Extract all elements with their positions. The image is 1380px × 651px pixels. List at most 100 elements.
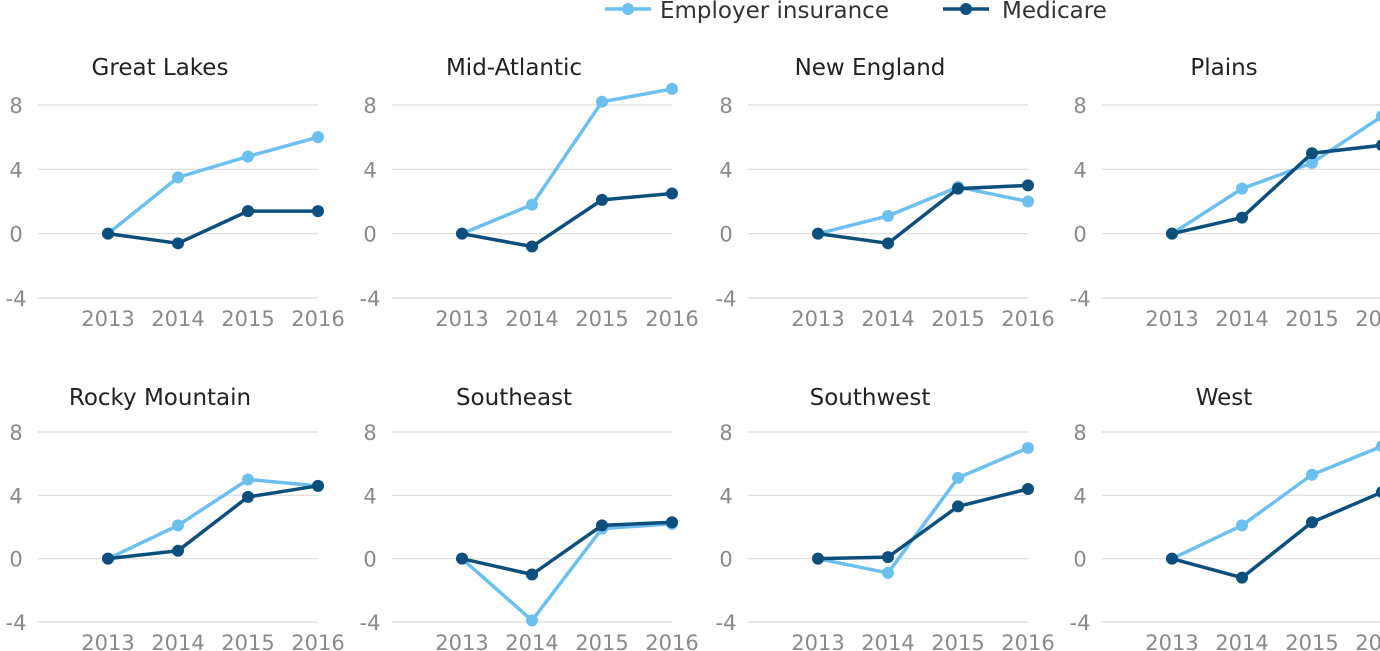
y-tick-label: 0 [1073, 223, 1086, 247]
series-line [460, 520, 674, 577]
data-point [312, 131, 324, 144]
x-tick-label: 2016 [1355, 307, 1380, 331]
series-employer-insurance [102, 131, 324, 240]
x-tick-label: 2015 [931, 307, 984, 331]
series-line [816, 185, 1030, 236]
panel-title: Plains [1190, 55, 1257, 81]
y-tick-label: 0 [363, 548, 376, 572]
data-point [456, 227, 468, 240]
x-tick-label: 2013 [81, 307, 134, 331]
series-line [1170, 143, 1380, 236]
data-point [1022, 195, 1034, 208]
series-line [106, 209, 320, 246]
panel-plains: Plains -4 0 4 8 2013 2014 2015 2016 [1070, 55, 1380, 331]
x-tick-label: 2013 [791, 307, 844, 331]
data-point [812, 227, 824, 240]
series-line [460, 522, 674, 623]
x-tick-label: 2015 [221, 307, 274, 331]
data-point [1306, 147, 1318, 160]
x-tick-label: 2015 [575, 631, 628, 651]
series-medicare [456, 516, 678, 581]
x-tick-label: 2013 [81, 631, 134, 651]
panel-mid-atlantic: Mid-Atlantic -4 0 4 8 2013 2014 2015 2016 [360, 55, 699, 331]
data-point [1306, 156, 1318, 169]
y-tick-label: 8 [9, 94, 22, 118]
panel-rocky-mountain: Rocky Mountain -4 0 4 8 2013 2014 2015 2016 [6, 385, 345, 651]
series-line [106, 135, 320, 236]
y-tick-label: 4 [1073, 484, 1086, 508]
series-medicare [456, 187, 678, 253]
x-tick-label: 2013 [435, 307, 488, 331]
data-point [312, 479, 324, 492]
x-tick-label: 2013 [791, 631, 844, 651]
data-point [242, 205, 254, 218]
panel-southeast: Southeast -4 0 4 8 2013 2014 2015 2016 [360, 385, 699, 651]
data-point [172, 544, 184, 557]
y-tick-label: 4 [719, 484, 732, 508]
data-point [596, 193, 608, 206]
data-point [526, 614, 538, 627]
x-tick-label: 2016 [1001, 631, 1054, 651]
series-medicare [102, 205, 324, 250]
data-point [882, 237, 894, 250]
series-medicare [102, 479, 324, 565]
panel-title: West [1196, 385, 1253, 411]
x-tick-label: 2015 [575, 307, 628, 331]
data-point [1022, 441, 1034, 454]
panel-west: West -4 0 4 8 2013 2014 2015 2016 [1070, 385, 1380, 651]
y-tick-label: 4 [363, 158, 376, 182]
y-tick-label: 8 [363, 421, 376, 445]
legend: Employer insurance Medicare [605, 0, 1107, 24]
y-tick-label: -4 [1070, 611, 1091, 635]
y-tick-label: 4 [719, 158, 732, 182]
series-line [1170, 445, 1380, 561]
x-tick-label: 2015 [1285, 307, 1338, 331]
x-tick-label: 2016 [291, 631, 344, 651]
y-tick-label: -4 [360, 611, 381, 635]
data-point [1166, 552, 1178, 565]
panel-title: Great Lakes [92, 55, 229, 81]
data-point [952, 182, 964, 195]
data-point [102, 227, 114, 240]
series-line [816, 446, 1030, 575]
data-point [1306, 468, 1318, 481]
chart-panels: Great Lakes -4 0 4 8 2013 2014 2015 2016 Mid-Atla… [6, 55, 1380, 651]
x-tick-label: 2016 [645, 307, 698, 331]
x-tick-label: 2013 [1145, 307, 1198, 331]
series-medicare [812, 483, 1034, 565]
x-tick-label: 2013 [1145, 631, 1198, 651]
data-point [102, 552, 114, 565]
panel-title: Mid-Atlantic [446, 55, 582, 81]
y-tick-label: 0 [9, 223, 22, 247]
data-point [1376, 486, 1380, 498]
data-point [242, 490, 254, 503]
x-tick-label: 2013 [435, 631, 488, 651]
data-point [1166, 227, 1178, 240]
data-point [526, 240, 538, 253]
data-point [882, 209, 894, 222]
data-point [456, 552, 468, 565]
series-employer-insurance [456, 517, 678, 627]
x-tick-label: 2015 [221, 631, 274, 651]
data-point [812, 552, 824, 565]
data-point [1236, 211, 1248, 224]
x-tick-label: 2014 [151, 631, 204, 651]
series-employer-insurance [812, 181, 1034, 240]
panel-title: Rocky Mountain [69, 385, 251, 411]
y-tick-label: 8 [719, 421, 732, 445]
series-line [460, 191, 674, 249]
panel-southwest: Southwest -4 0 4 8 2013 2014 2015 2016 [716, 385, 1055, 651]
data-point [172, 519, 184, 532]
panel-great-lakes: Great Lakes -4 0 4 8 2013 2014 2015 2016 [6, 55, 345, 331]
series-line [816, 183, 1030, 246]
series-employer-insurance [1166, 440, 1380, 565]
legend-marker [622, 3, 634, 15]
x-tick-label: 2014 [505, 631, 558, 651]
y-tick-label: 4 [9, 484, 22, 508]
x-tick-label: 2015 [931, 631, 984, 651]
data-point [1236, 571, 1248, 584]
data-point [1236, 519, 1248, 532]
legend-label: Medicare [1002, 0, 1107, 24]
y-tick-label: 8 [9, 421, 22, 445]
data-point [312, 205, 324, 218]
